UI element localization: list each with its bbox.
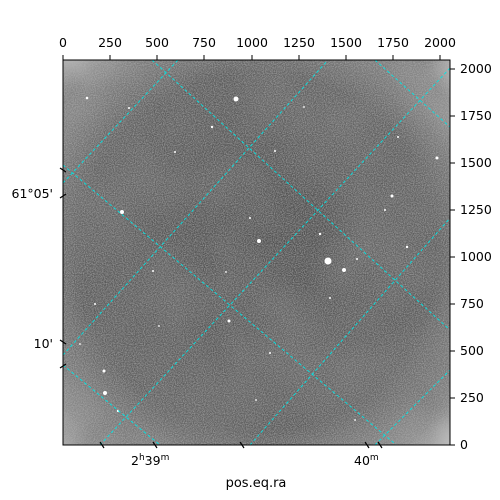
- plot-frame: [62, 59, 451, 446]
- right-tick-label: 500: [460, 343, 484, 358]
- top-tick-label: 1000: [236, 35, 268, 50]
- top-axis: 0 250 500 750 1000 1250 1500 1750 2000: [59, 35, 456, 60]
- top-tick-label: 750: [192, 35, 216, 50]
- right-tick-label: 250: [460, 390, 484, 405]
- right-tick-label: 1750: [460, 108, 492, 123]
- right-tick-label: 0: [460, 437, 468, 452]
- right-tick-label: 750: [460, 296, 484, 311]
- star-sources: [79, 96, 439, 421]
- top-tick-label: 1500: [330, 35, 362, 50]
- coordinate-grid: [63, 60, 450, 445]
- top-tick-label: 500: [145, 35, 169, 50]
- top-tick-label: 1750: [377, 35, 409, 50]
- bottom-tick-label-ra: 40m: [354, 453, 379, 468]
- right-axis: 0 250 500 750 1000 1250 1500 1750 2000: [450, 61, 492, 452]
- right-tick-label: 1250: [460, 202, 492, 217]
- bottom-tick-label-ra: 2h39m: [131, 453, 169, 468]
- top-tick-label: 0: [59, 35, 67, 50]
- top-tick-label: 1250: [283, 35, 315, 50]
- right-tick-label: 1000: [460, 249, 492, 264]
- top-tick-label: 250: [98, 35, 122, 50]
- x-axis-title: pos.eq.ra: [226, 476, 287, 491]
- bottom-axis: 2h39m 40m pos.eq.ra: [99, 441, 383, 491]
- left-axis: 61°05' 10': [12, 167, 67, 369]
- sky-image: [63, 60, 450, 445]
- right-tick-label: 1500: [460, 155, 492, 170]
- left-tick-label-dec: 61°05': [12, 186, 54, 201]
- left-tick-label-dec: 10': [34, 336, 53, 351]
- right-tick-label: 2000: [460, 61, 492, 76]
- top-tick-label: 2000: [424, 35, 456, 50]
